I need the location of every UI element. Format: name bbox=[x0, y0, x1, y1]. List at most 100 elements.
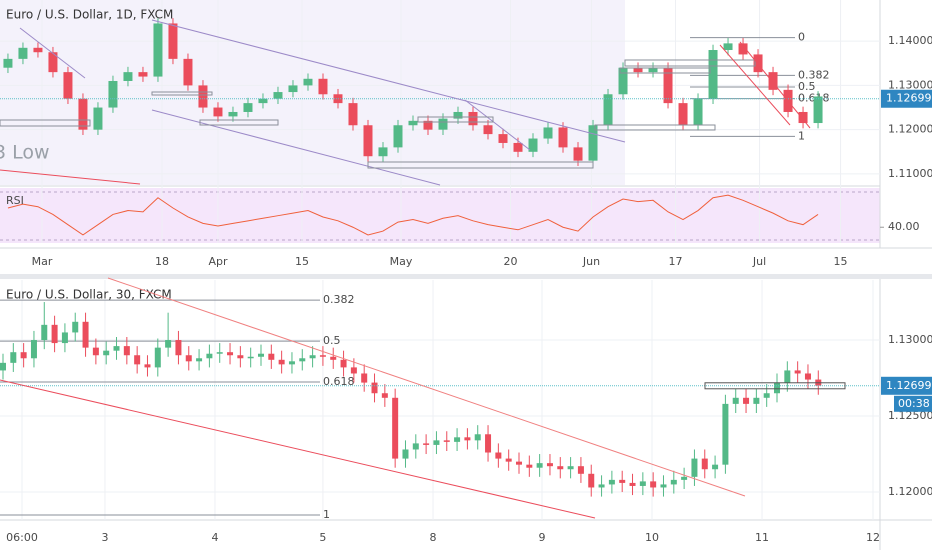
candle-body bbox=[513, 142, 523, 152]
candle-body bbox=[206, 353, 213, 359]
candle-body bbox=[483, 125, 493, 135]
candle-body bbox=[213, 107, 223, 117]
candle-body bbox=[608, 479, 615, 485]
candle-body bbox=[763, 393, 770, 398]
candle-body bbox=[567, 466, 574, 470]
candle-body bbox=[51, 324, 58, 344]
candle-body bbox=[378, 147, 388, 157]
candle-body bbox=[681, 476, 688, 480]
candle-body bbox=[185, 355, 192, 362]
candle-body bbox=[257, 353, 264, 357]
candle-body bbox=[558, 127, 568, 148]
rsi-line bbox=[7, 194, 819, 236]
candle-body bbox=[278, 359, 285, 365]
candle-body bbox=[712, 464, 719, 470]
candle-body bbox=[3, 58, 13, 68]
candle-body bbox=[93, 107, 103, 130]
channel-shade bbox=[0, 0, 625, 185]
y-tick-label: 1.11000 bbox=[888, 167, 932, 180]
zone bbox=[704, 382, 846, 390]
x-tick-label: 3 bbox=[101, 531, 108, 544]
x-tick-label: Jul bbox=[752, 255, 766, 268]
candle-body bbox=[350, 367, 357, 374]
candle-body bbox=[433, 440, 440, 445]
candle-body bbox=[309, 355, 316, 359]
candle-body bbox=[393, 125, 403, 148]
candle-body bbox=[588, 473, 595, 488]
candle-body bbox=[33, 47, 43, 53]
x-tick-label: 9 bbox=[539, 531, 546, 544]
candle-body bbox=[153, 23, 163, 77]
trendline bbox=[739, 41, 811, 129]
y-tick-label: 1.12500 bbox=[888, 409, 932, 422]
candle-body bbox=[30, 340, 37, 359]
candle-body bbox=[340, 359, 347, 368]
candle-body bbox=[63, 72, 73, 99]
zone bbox=[417, 116, 494, 123]
candle-body bbox=[708, 50, 718, 99]
candle-body bbox=[78, 98, 88, 130]
candle-body bbox=[526, 464, 533, 468]
zone bbox=[619, 67, 711, 74]
candle-body bbox=[464, 437, 471, 441]
candle-body bbox=[0, 362, 6, 371]
candle-body bbox=[165, 340, 172, 348]
candle-body bbox=[619, 479, 626, 483]
candle-body bbox=[333, 94, 343, 104]
x-tick-label: 8 bbox=[430, 531, 437, 544]
candle-body bbox=[536, 463, 543, 468]
rsi-name: RSI bbox=[6, 194, 24, 207]
candle-body bbox=[198, 85, 208, 108]
candle-body bbox=[72, 321, 79, 333]
title: Euro / U.S. Dollar, 1D, FXCM bbox=[6, 8, 173, 22]
candle-body bbox=[663, 67, 673, 104]
candle-body bbox=[804, 373, 811, 380]
fib-label: 0.5 bbox=[323, 334, 341, 347]
candle-body bbox=[18, 47, 28, 59]
trendline bbox=[0, 169, 141, 185]
y-tick-label: 1.12000 bbox=[888, 485, 932, 498]
candle-body bbox=[381, 393, 388, 398]
candle-body bbox=[633, 67, 643, 73]
candle-body bbox=[453, 111, 463, 119]
price-label: 1.12699 bbox=[886, 92, 932, 105]
x-tick-label: 5 bbox=[319, 531, 326, 544]
daily-chart: Mar 18 Apr 15 May 20 Jun 17 Jul 151.140001.130001… bbox=[0, 0, 932, 268]
x-tick-label: 15 bbox=[295, 255, 309, 268]
x-tick-label: 12 bbox=[866, 531, 880, 544]
candle-body bbox=[573, 147, 583, 161]
x-tick-label: 06:00 bbox=[6, 531, 38, 544]
candle-body bbox=[196, 358, 203, 362]
candle-body bbox=[438, 118, 448, 130]
channel-small bbox=[464, 99, 531, 151]
fib-label: 0 bbox=[798, 31, 805, 44]
candle-body bbox=[138, 72, 148, 77]
candle-body bbox=[443, 440, 450, 442]
candle-body bbox=[20, 352, 27, 359]
rsi-band bbox=[0, 188, 880, 243]
candle-body bbox=[412, 443, 419, 450]
annotation: 3 Low bbox=[0, 142, 50, 164]
y-tick-label: 1.14000 bbox=[888, 34, 932, 47]
candle-body bbox=[10, 352, 17, 363]
candle-body bbox=[650, 481, 657, 488]
candle-body bbox=[348, 103, 358, 126]
candle-body bbox=[258, 98, 268, 104]
candle-body bbox=[237, 355, 244, 359]
candle-body bbox=[41, 324, 48, 341]
fib-label: 0.382 bbox=[798, 68, 830, 81]
title: Euro / U.S. Dollar, 30, FXCM bbox=[6, 288, 172, 302]
x-tick-label: Mar bbox=[32, 255, 53, 268]
candle-body bbox=[392, 397, 399, 459]
x-tick-label: 10 bbox=[645, 531, 659, 544]
countdown-tag bbox=[894, 395, 932, 412]
candle-body bbox=[774, 382, 781, 394]
intraday-chart: 06:00 3 4 5 8 9 10 11 12 1.13000 1.12500 1.12000 0.3… bbox=[0, 280, 932, 544]
x-tick-label: 11 bbox=[755, 531, 769, 544]
candle-body bbox=[134, 355, 141, 365]
candle-body bbox=[577, 466, 584, 474]
candle-body bbox=[678, 103, 688, 126]
countdown: 00:38 bbox=[898, 397, 930, 410]
candle-body bbox=[743, 397, 750, 404]
zone bbox=[367, 161, 594, 169]
